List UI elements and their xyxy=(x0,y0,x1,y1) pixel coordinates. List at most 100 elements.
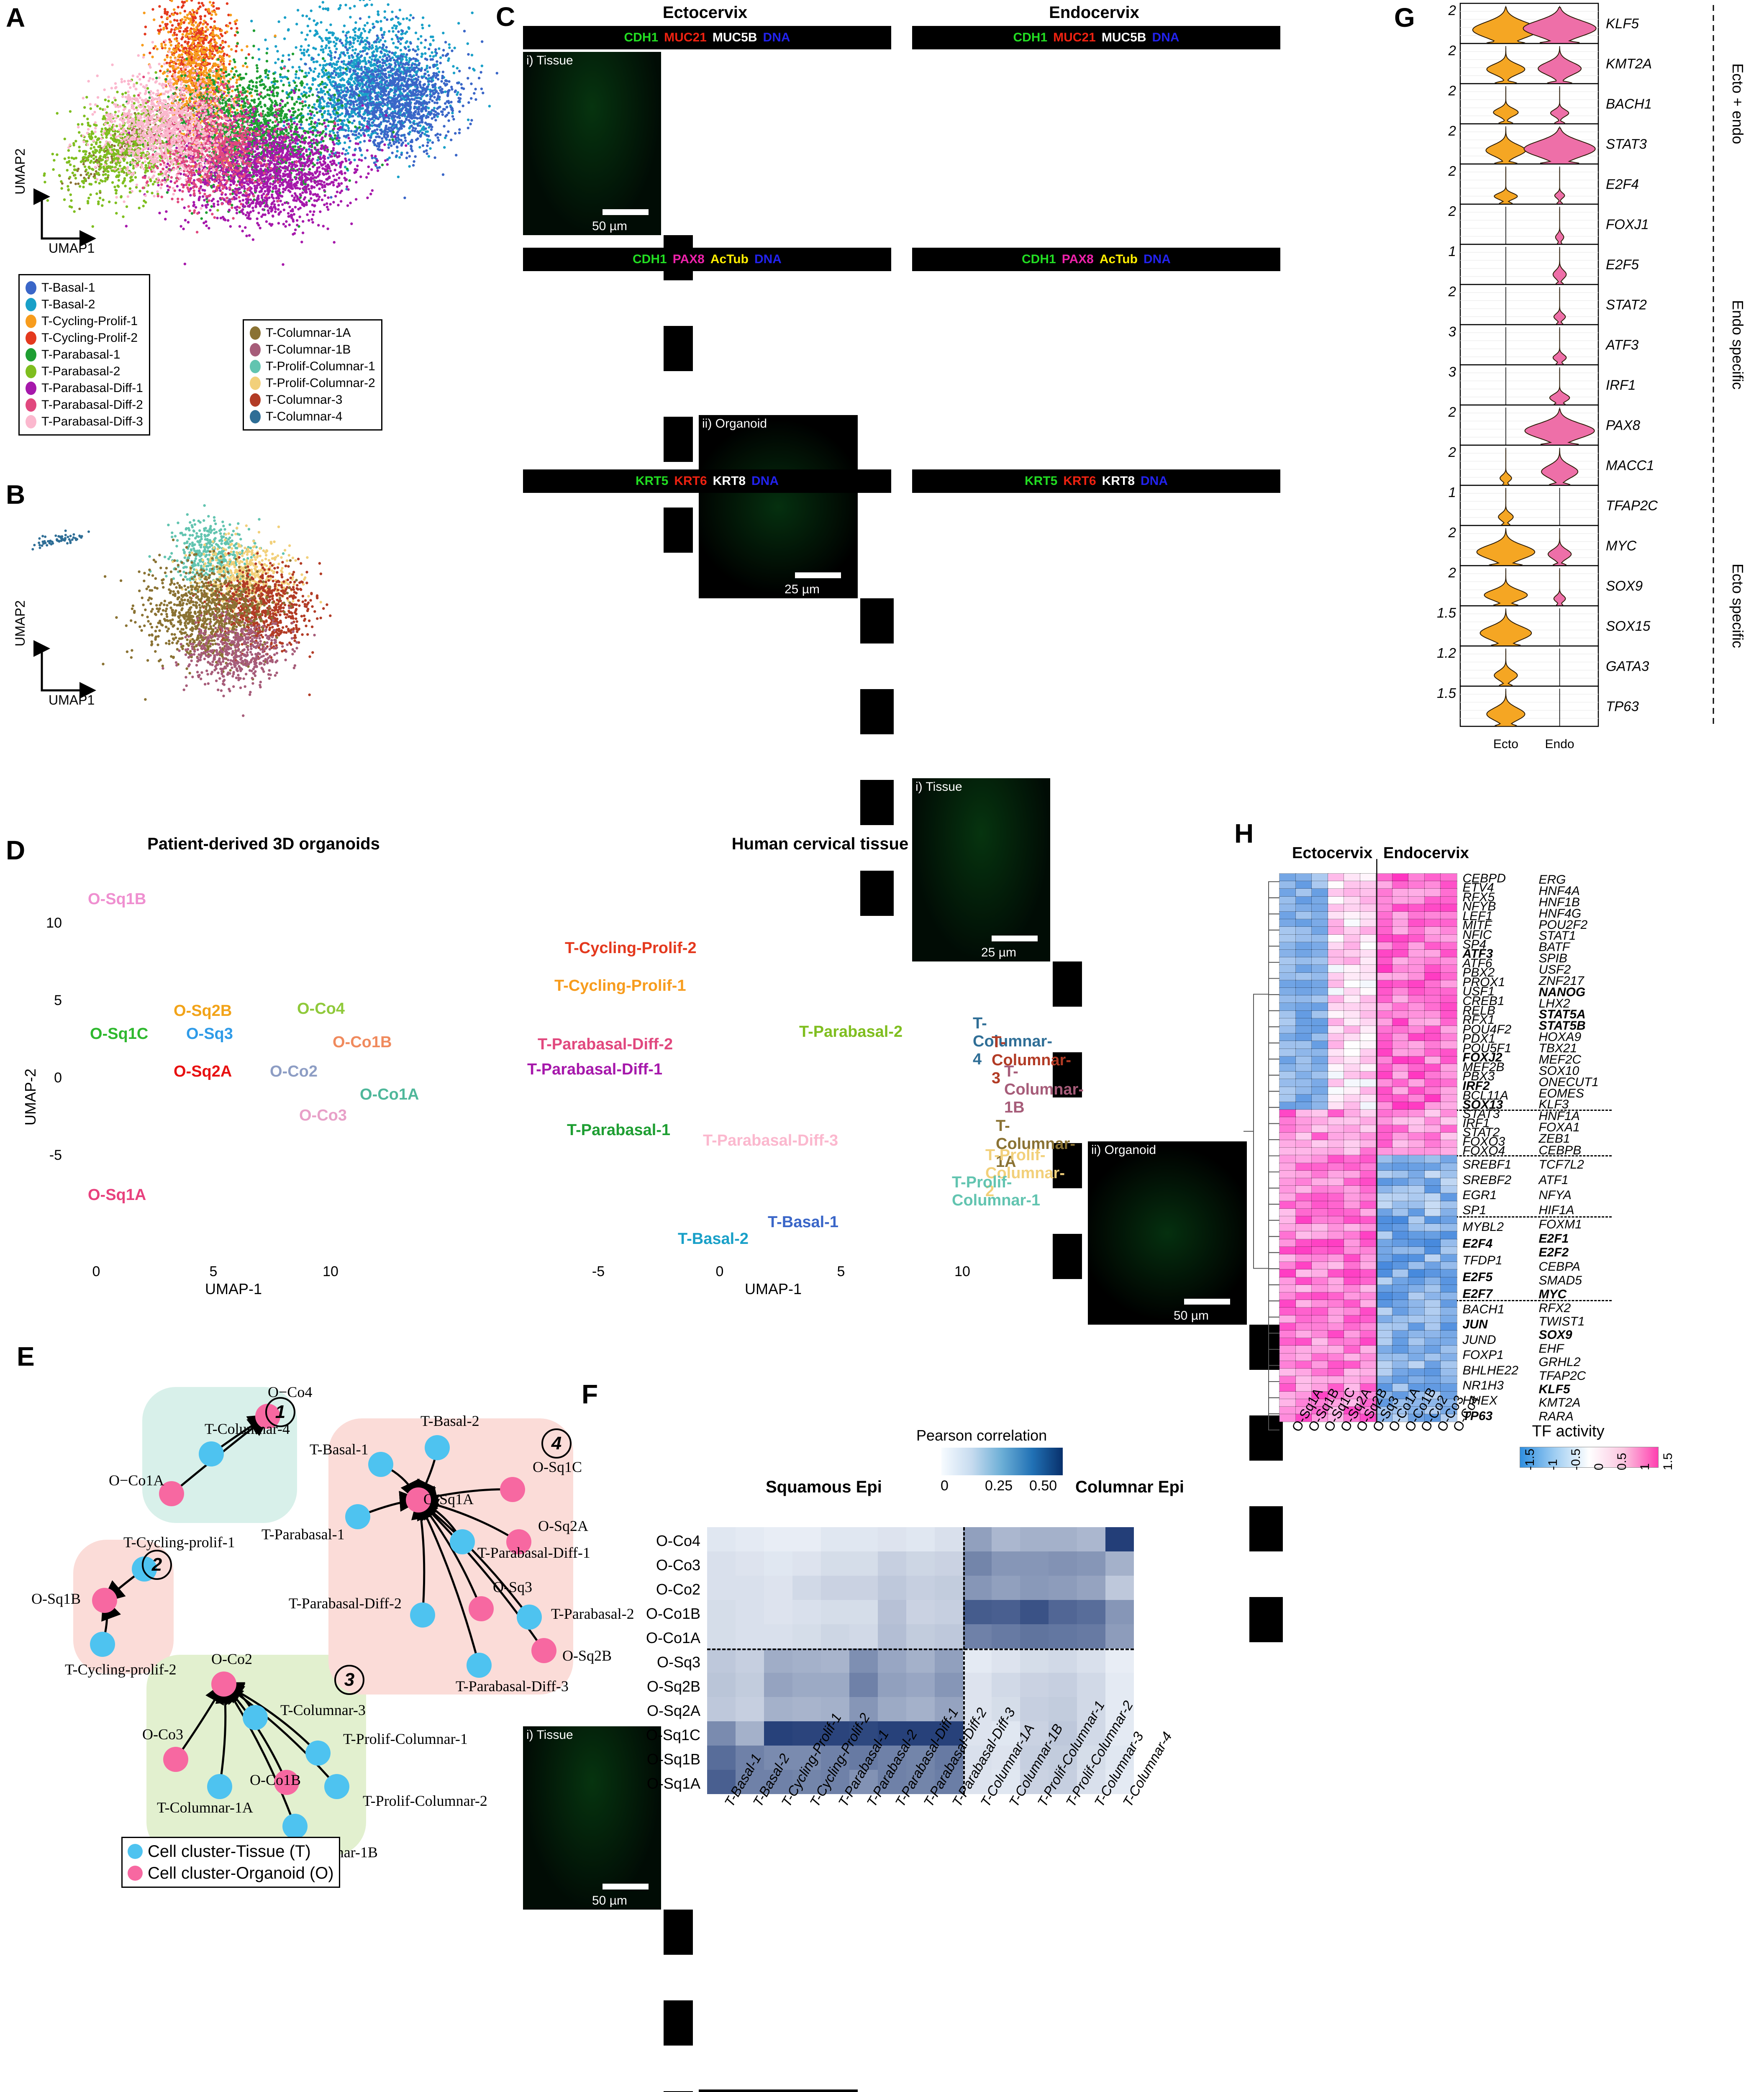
tissue-image-label: i) Tissue xyxy=(526,54,573,68)
heatmap-cell xyxy=(1408,874,1425,881)
heatmap-gene-label: E2F5 xyxy=(1463,1270,1493,1284)
heatmap-cell xyxy=(1360,1216,1377,1224)
marker-label: AcTub xyxy=(710,253,749,266)
heatmap-cell xyxy=(1441,1148,1457,1155)
heatmap-cell xyxy=(1376,1338,1392,1346)
network-node-tissue[interactable] xyxy=(467,1653,492,1678)
heatmap-cell xyxy=(1296,1285,1312,1292)
heatmap-cell xyxy=(1392,904,1409,912)
network-node-tissue[interactable] xyxy=(207,1774,232,1799)
network-node-tissue[interactable] xyxy=(425,1435,450,1460)
network-node-label: O-Sq1C xyxy=(533,1459,582,1475)
heatmap-cell xyxy=(1077,1648,1105,1673)
heatmap-cell xyxy=(1312,1224,1328,1231)
heatmap-cell xyxy=(1408,1369,1425,1376)
heatmap-cell xyxy=(1425,1308,1441,1315)
legend-color-dot xyxy=(128,1866,143,1881)
heatmap-cell xyxy=(1344,1354,1360,1361)
heatmap-cell xyxy=(1392,1269,1409,1277)
heatmap-cell xyxy=(1425,919,1441,927)
heatmap-cell xyxy=(1376,1269,1392,1277)
network-node-tissue[interactable] xyxy=(345,1504,370,1529)
heatmap-cell xyxy=(1328,1231,1344,1239)
heatmap-cell xyxy=(1392,1292,1409,1300)
violin-y-tick: 2 xyxy=(1448,163,1456,179)
heatmap-cell xyxy=(1344,912,1360,919)
list-item: T-Parabasal-Diff-3 xyxy=(26,413,143,430)
heatmap-cell xyxy=(1408,1049,1425,1056)
heatmap-cell xyxy=(1279,919,1296,927)
heatmap-cell xyxy=(1312,1072,1328,1079)
network-node-tissue[interactable] xyxy=(517,1605,542,1630)
heatmap-cell xyxy=(1312,1079,1328,1087)
network-node-tissue[interactable] xyxy=(324,1774,349,1799)
heatmap-cell xyxy=(1279,1133,1296,1140)
heatmap-cell xyxy=(821,1576,849,1600)
heatmap-cell xyxy=(1376,1041,1392,1049)
heatmap-cell xyxy=(1408,973,1425,980)
heatmap-cell xyxy=(1344,1064,1360,1072)
heatmap-cell xyxy=(821,1527,849,1551)
heatmap-cell xyxy=(1312,957,1328,965)
heatmap-cell xyxy=(1392,1247,1409,1254)
network-node-organoid[interactable] xyxy=(531,1638,556,1663)
heatmap-gene-label: SMAD5 xyxy=(1539,1274,1582,1288)
heatmap-cell xyxy=(1344,919,1360,927)
heatmap-cell xyxy=(1312,1033,1328,1041)
heatmap-cell xyxy=(1376,1178,1392,1186)
tissue-channel-strip xyxy=(664,326,693,371)
umap-cluster-label: T-Parabasal-Diff-3 xyxy=(703,1132,838,1150)
heatmap-cell xyxy=(1296,1216,1312,1224)
heatmap-cell xyxy=(1020,1624,1049,1648)
network-node-organoid[interactable] xyxy=(469,1596,494,1621)
heatmap-cell xyxy=(1296,1148,1312,1155)
heatmap-cell xyxy=(1020,1527,1049,1551)
heatmap-cell xyxy=(1312,988,1328,995)
network-node-tissue[interactable] xyxy=(450,1529,475,1554)
tissue-image-label: i) Tissue xyxy=(915,780,962,794)
heatmap-cell xyxy=(1408,1102,1425,1110)
network-node-tissue[interactable] xyxy=(305,1741,331,1766)
heatmap-row-label: O-Co1B xyxy=(646,1605,700,1623)
heatmap-cell xyxy=(1344,1193,1360,1201)
list-item: T-Cycling-Prolif-2 xyxy=(26,330,143,346)
network-node-tissue[interactable] xyxy=(282,1814,308,1839)
heatmap-cell xyxy=(1408,1011,1425,1018)
heatmap-cell xyxy=(1279,1254,1296,1262)
marker-label: CDH1 xyxy=(624,31,658,44)
heatmap-cell xyxy=(1425,1300,1441,1308)
network-node-tissue[interactable] xyxy=(410,1602,435,1628)
heatmap-cell xyxy=(1312,1140,1328,1148)
heatmap-cell xyxy=(1392,874,1409,881)
network-node-organoid[interactable] xyxy=(92,1588,117,1613)
heatmap-cell xyxy=(1312,1361,1328,1369)
network-node-tissue[interactable] xyxy=(199,1441,224,1466)
heatmap-gene-label: FOXP1 xyxy=(1463,1348,1504,1362)
network-node-organoid[interactable] xyxy=(500,1477,525,1502)
heatmap-row-label: O-Sq1B xyxy=(647,1751,700,1768)
violin-y-tick: 2 xyxy=(1448,284,1456,299)
heatmap-cell xyxy=(1376,1277,1392,1285)
heatmap-cell xyxy=(1392,980,1409,988)
network-node-organoid[interactable] xyxy=(163,1747,188,1772)
organoid-image-label: ii) Organoid xyxy=(702,417,767,431)
heatmap-row-label: O-Sq2B xyxy=(647,1678,700,1695)
divider-vertical xyxy=(1376,859,1377,1422)
heatmap-cell xyxy=(1360,1049,1377,1056)
heatmap-cell xyxy=(1312,973,1328,980)
network-node-tissue[interactable] xyxy=(90,1632,115,1657)
heatmap-cell xyxy=(1296,897,1312,904)
heatmap-cell xyxy=(1360,1140,1377,1148)
heatmap-cell xyxy=(1328,1026,1344,1033)
heatmap-cell xyxy=(821,1673,849,1697)
heatmap-cell xyxy=(1376,897,1392,904)
heatmap-cell xyxy=(1344,1224,1360,1231)
heatmap-cell xyxy=(1376,1171,1392,1178)
network-node-tissue[interactable] xyxy=(368,1452,393,1477)
violin-gene-label: TFAP2C xyxy=(1606,498,1658,513)
network-node-organoid[interactable] xyxy=(211,1672,236,1697)
heatmap-cell xyxy=(1077,1551,1105,1576)
network-node-tissue[interactable] xyxy=(243,1705,268,1730)
heatmap-cell xyxy=(1279,935,1296,942)
